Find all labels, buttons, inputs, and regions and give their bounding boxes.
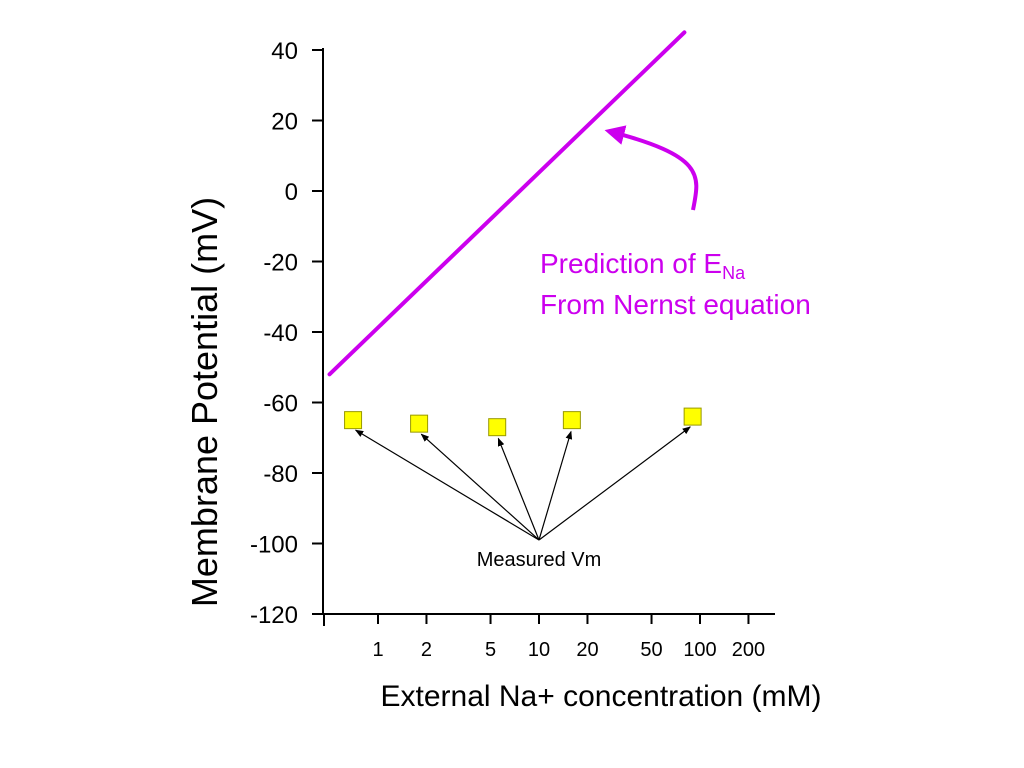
measured-annotation: Measured Vm bbox=[477, 549, 602, 571]
x-tick-label: 2 bbox=[421, 639, 432, 661]
x-tick-label: 20 bbox=[576, 639, 598, 661]
x-tick-label: 50 bbox=[640, 639, 662, 661]
measured-vm-marker bbox=[562, 411, 581, 430]
y-tick-label: -120 bbox=[250, 602, 298, 629]
y-tick-label: -100 bbox=[250, 532, 298, 559]
y-tick-label: 0 bbox=[285, 179, 298, 206]
y-tick-label: -40 bbox=[263, 320, 298, 347]
measured-arrow bbox=[354, 429, 540, 541]
measured-vm-marker bbox=[344, 411, 363, 430]
y-axis-label: Membrane Potential (mV) bbox=[184, 197, 225, 607]
y-tick-label: 40 bbox=[271, 38, 298, 65]
y-tick-label: -20 bbox=[263, 250, 298, 277]
x-tick-label: 200 bbox=[732, 639, 765, 661]
measured-vm-marker bbox=[410, 414, 429, 433]
measured-arrow bbox=[497, 437, 540, 541]
x-tick-label: 100 bbox=[683, 639, 716, 661]
x-tick-label: 1 bbox=[372, 639, 383, 661]
measured-arrow bbox=[538, 430, 573, 541]
measured-vm-marker bbox=[683, 407, 702, 426]
nernst-prediction-line bbox=[327, 30, 687, 377]
x-tick-label: 10 bbox=[528, 639, 550, 661]
prediction-annotation-line1: Prediction of ENa bbox=[540, 248, 746, 283]
y-tick-label: 20 bbox=[271, 109, 298, 136]
x-tick-label: 5 bbox=[485, 639, 496, 661]
measured-vm-marker bbox=[488, 418, 507, 437]
prediction-arrow bbox=[604, 125, 699, 211]
prediction-annotation-line2: From Nernst equation bbox=[540, 289, 811, 320]
y-tick-label: -60 bbox=[263, 391, 298, 418]
prediction-annotation-main: Prediction of E bbox=[540, 248, 722, 279]
measured-arrow bbox=[420, 433, 540, 541]
measured-arrow bbox=[538, 426, 691, 541]
prediction-annotation-subscript: Na bbox=[722, 263, 746, 283]
y-tick-label: -80 bbox=[263, 461, 298, 488]
x-axis-label: External Na+ concentration (mM) bbox=[380, 680, 821, 713]
